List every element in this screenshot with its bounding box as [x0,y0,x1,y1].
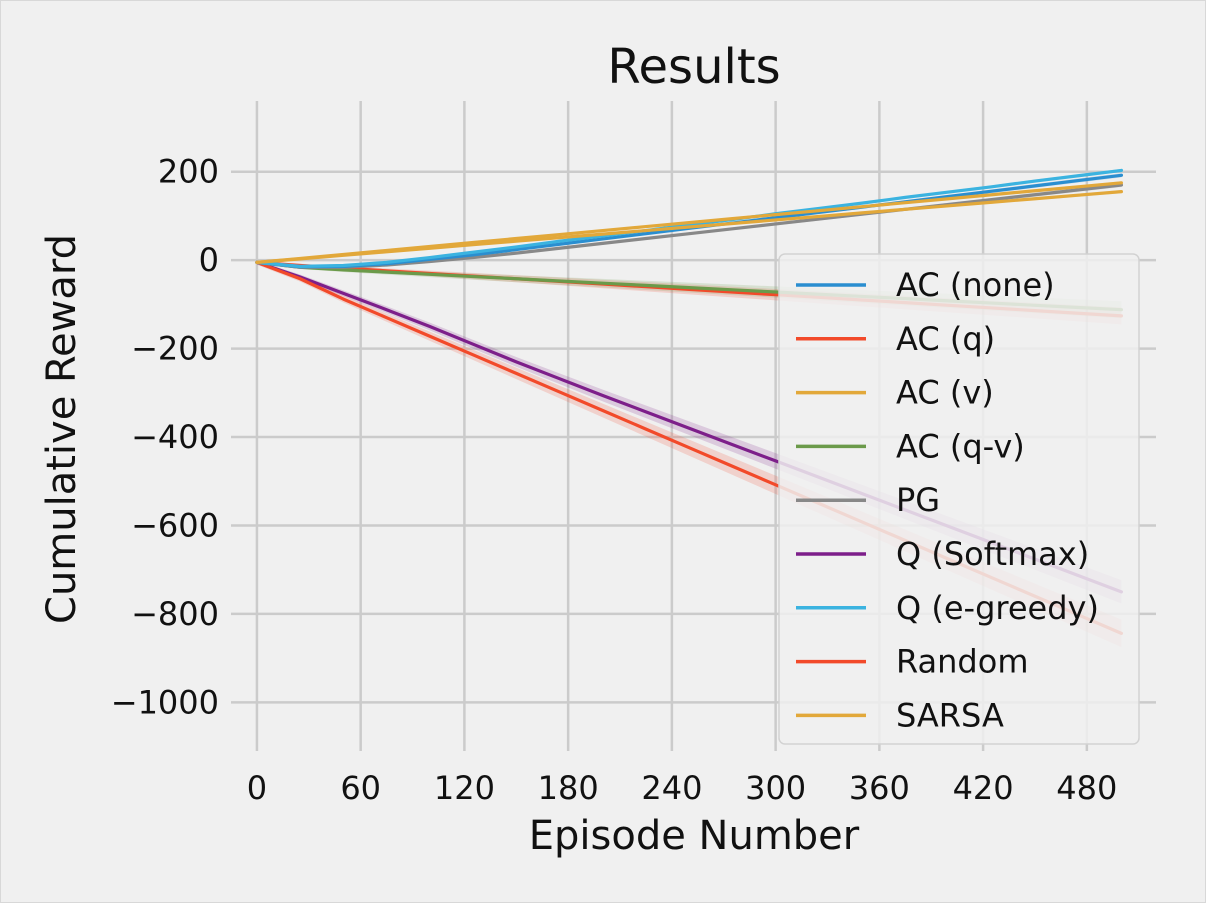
legend-label: AC (none) [896,266,1055,304]
legend-label: PG [896,481,940,519]
y-tick-label: −800 [131,595,219,633]
y-tick-label: −400 [131,418,219,456]
series-line [255,183,1124,269]
legend-label: AC (v) [896,374,994,412]
x-tick-label: 480 [1056,769,1117,807]
y-tick-label: 0 [199,241,219,279]
chart-title: Results [607,39,780,95]
tick-labels: 0 60 120 180 240 300 360 420 480 200 0 −200 −400 −600… [111,153,1118,807]
x-tick-label: 180 [538,769,599,807]
y-tick-label: −600 [131,506,219,544]
x-tick-label: 300 [745,769,806,807]
y-tick-label: 200 [158,153,219,191]
x-tick-label: 0 [247,769,267,807]
x-axis-label: Episode Number [529,813,860,859]
x-tick-label: 420 [953,769,1014,807]
series-line [255,168,1124,268]
legend-label: SARSA [896,696,1004,734]
x-tick-label: 240 [641,769,702,807]
x-tick-label: 360 [849,769,910,807]
legend-label: Random [896,643,1028,681]
y-tick-label: −200 [131,330,219,368]
legend-label: AC (q) [896,320,995,358]
y-tick-label: −1000 [111,683,219,721]
y-axis-label: Cumulative Reward [39,234,85,624]
legend-box [778,253,1140,745]
legend-label: Q (e-greedy) [896,589,1099,627]
series-line [255,181,1124,264]
x-tick-label: 60 [340,769,381,807]
legend: AC (none) AC (q) AC (v) AC (q-v) PG Q (Softma… [778,253,1140,745]
x-tick-label: 120 [434,769,495,807]
legend-label: AC (q-v) [896,427,1025,465]
legend-label: Q (Softmax) [896,535,1089,573]
